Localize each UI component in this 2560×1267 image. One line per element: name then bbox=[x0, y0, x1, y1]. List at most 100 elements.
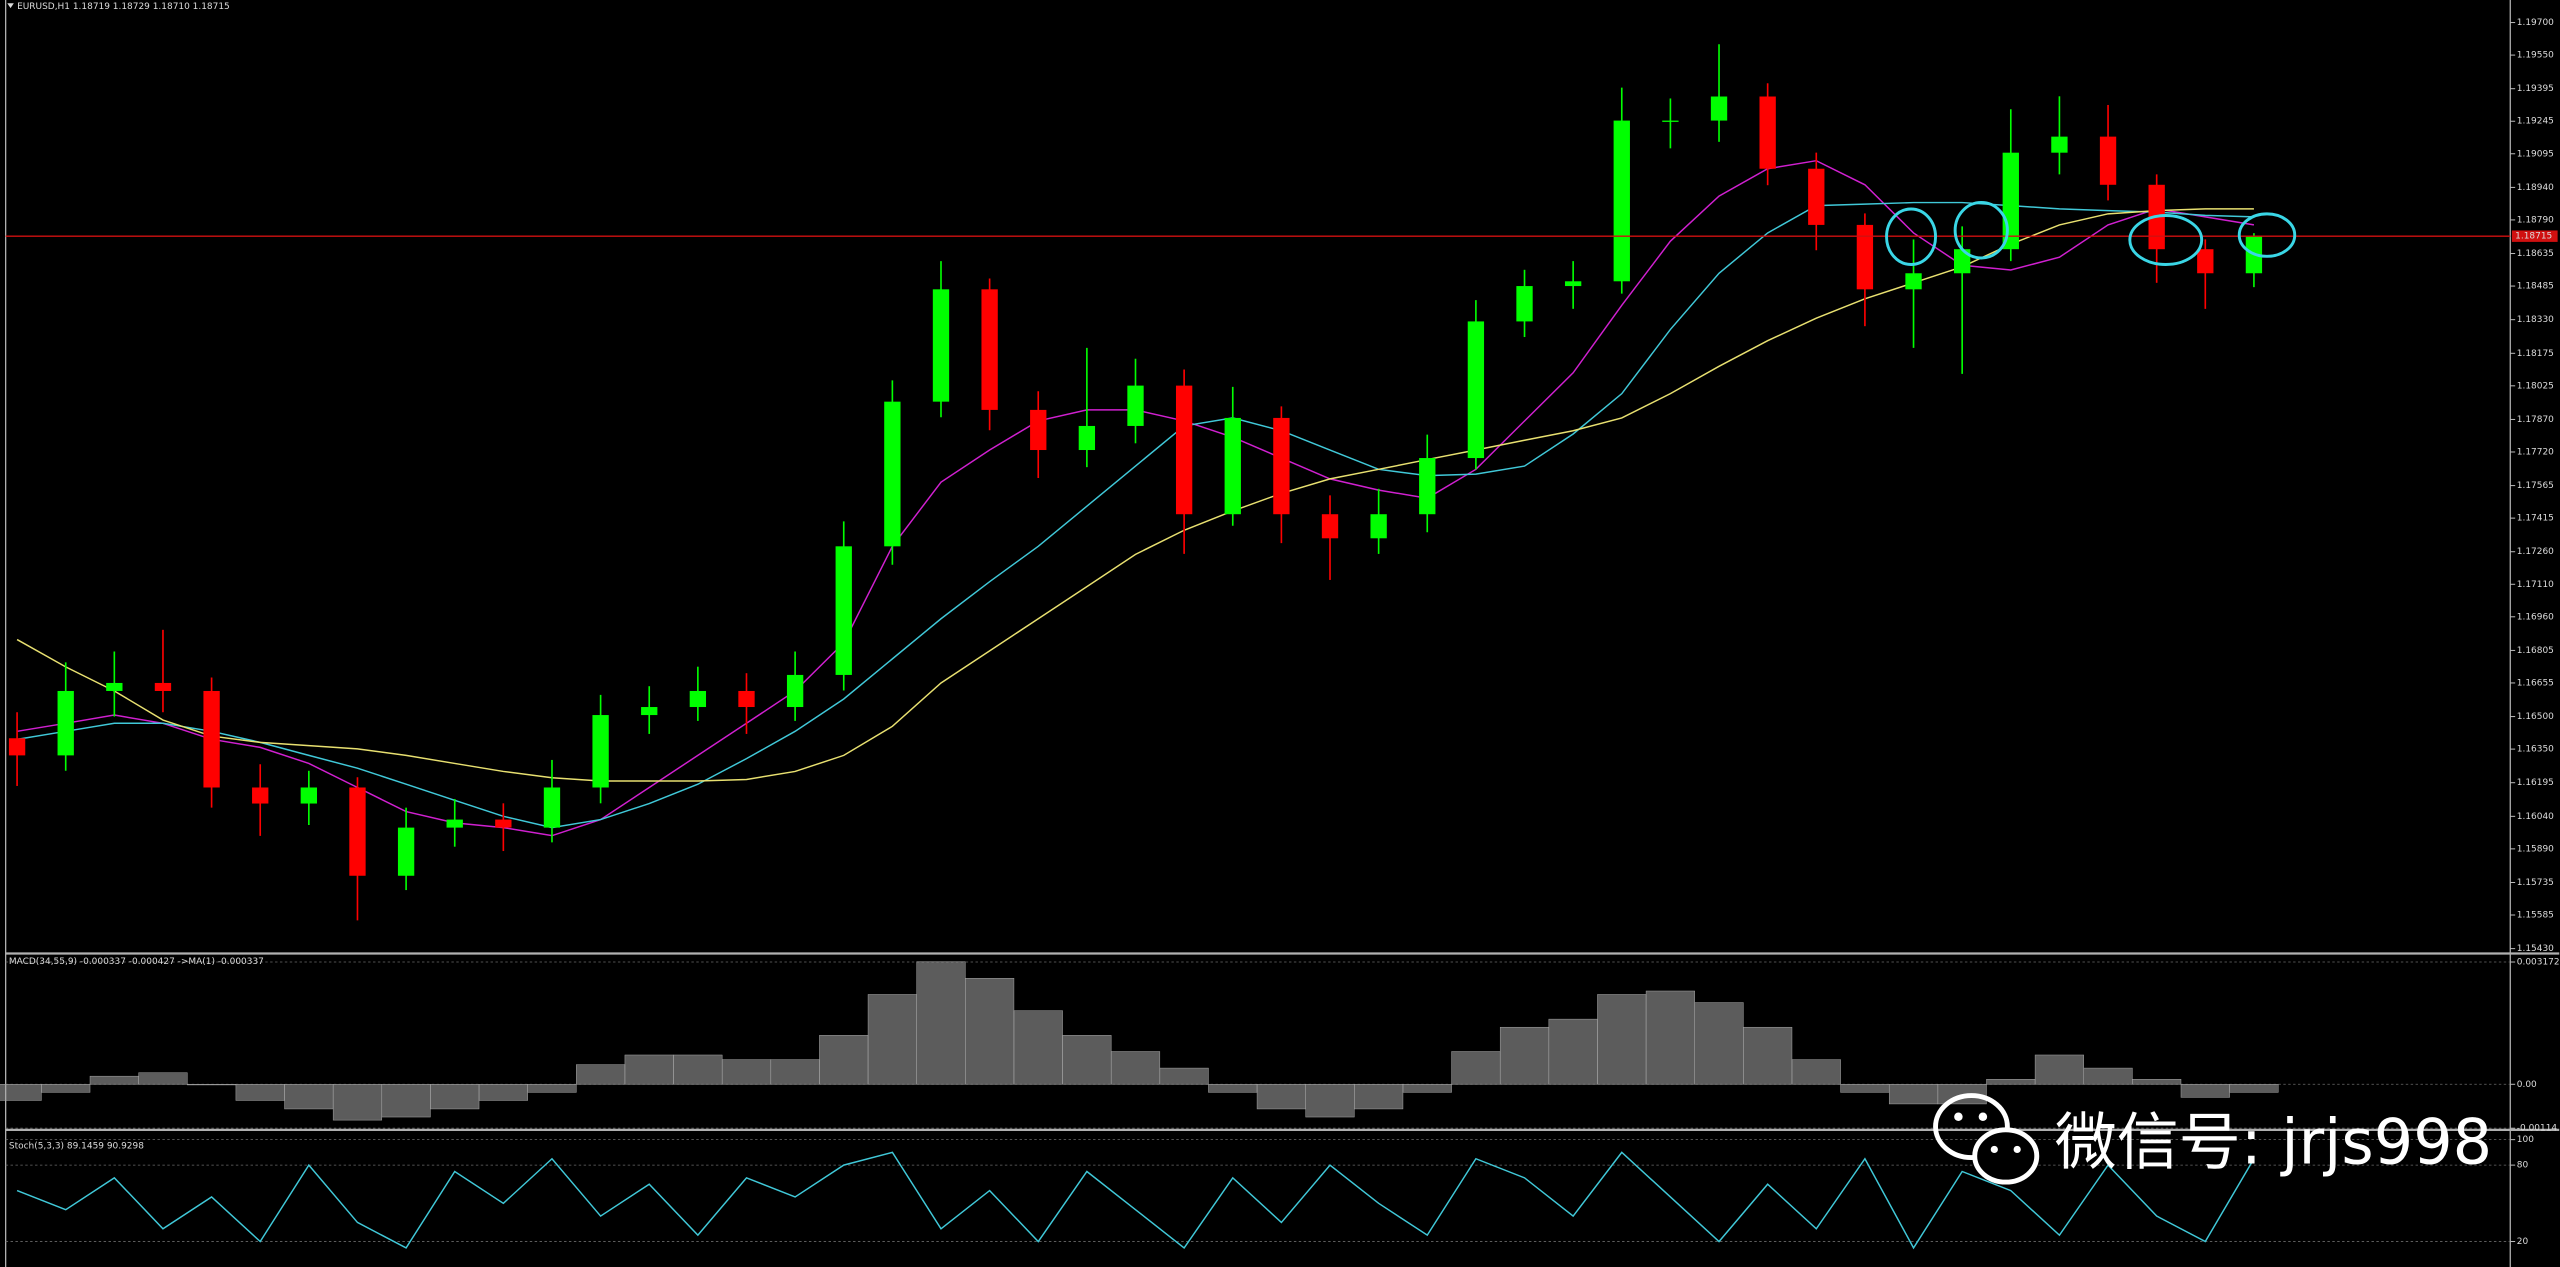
candle-body bbox=[1419, 458, 1436, 515]
y-tick-label: 1.17260 bbox=[2517, 547, 2554, 557]
y-tick-label: 1.16040 bbox=[2517, 812, 2554, 822]
y-tick-label: 1.19095 bbox=[2517, 149, 2554, 159]
macd-bar bbox=[332, 1084, 383, 1121]
y-tick-label: 1.16960 bbox=[2517, 612, 2554, 622]
candle-body bbox=[543, 787, 561, 828]
y-tick-label: 0.00 bbox=[2517, 1080, 2537, 1090]
y-tick-label: 1.17565 bbox=[2517, 481, 2554, 491]
candle-body bbox=[1127, 385, 1144, 426]
candle-body bbox=[1905, 273, 1922, 290]
macd-bar bbox=[187, 1084, 237, 1086]
collapse-icon[interactable] bbox=[7, 3, 14, 9]
macd-bar bbox=[1499, 1026, 1550, 1085]
macd-bar bbox=[1256, 1084, 1306, 1110]
candle-body bbox=[349, 787, 366, 876]
candle-body bbox=[203, 690, 220, 788]
macd-bar bbox=[478, 1084, 528, 1101]
macd-bar bbox=[41, 1084, 91, 1093]
candle-body bbox=[2051, 136, 2068, 153]
y-tick-label: 1.16350 bbox=[2517, 745, 2554, 755]
y-tick-label: 1.18790 bbox=[2517, 215, 2554, 225]
y-tick-label: 1.18940 bbox=[2517, 183, 2554, 193]
candle-body bbox=[1710, 96, 1728, 121]
candle-body bbox=[932, 289, 950, 402]
macd-bar bbox=[1451, 1051, 1501, 1085]
y-tick-label: 1.19245 bbox=[2517, 117, 2554, 127]
y-tick-label: 1.16195 bbox=[2517, 778, 2554, 788]
candle-body bbox=[981, 289, 998, 410]
macd-bar bbox=[819, 1035, 869, 1085]
candle-body bbox=[641, 707, 658, 716]
candle-body bbox=[738, 690, 755, 708]
candle-body bbox=[2099, 136, 2117, 185]
macd-bar bbox=[1548, 1018, 1598, 1085]
macd-bar bbox=[1597, 994, 1647, 1085]
candle-body bbox=[1078, 425, 1096, 451]
candle-body bbox=[786, 674, 804, 708]
y-tick-label: 1.17110 bbox=[2517, 580, 2554, 590]
highlight-ring bbox=[2237, 212, 2297, 258]
macd-bar bbox=[0, 1084, 42, 1101]
highlight-ring bbox=[2128, 214, 2204, 266]
y-tick-label: 1.15585 bbox=[2517, 911, 2554, 921]
macd-bar bbox=[1840, 1084, 1890, 1093]
y-tick-label: 1.18330 bbox=[2517, 315, 2554, 325]
y-tick-label: 100 bbox=[2517, 1135, 2534, 1145]
y-tick-label: 1.15890 bbox=[2517, 844, 2554, 854]
macd-bar bbox=[2180, 1084, 2230, 1098]
candle-body bbox=[446, 819, 463, 828]
y-tick-label: 1.15735 bbox=[2517, 878, 2554, 888]
candle-body bbox=[495, 819, 512, 828]
y-tick-label: 1.19550 bbox=[2517, 51, 2554, 61]
macd-bar bbox=[1986, 1079, 2036, 1085]
candle-body bbox=[835, 546, 852, 675]
candle-body bbox=[689, 690, 707, 708]
y-tick-label: 1.15430 bbox=[2517, 944, 2554, 954]
candle-body bbox=[2002, 152, 2019, 250]
highlight-ring bbox=[1885, 207, 1938, 266]
candle-body bbox=[1808, 168, 1825, 225]
macd-bar bbox=[1354, 1084, 1404, 1110]
candle-body bbox=[300, 787, 318, 804]
panel-title: EURUSD,H1 1.18719 1.18729 1.18710 1.1871… bbox=[17, 2, 230, 12]
y-tick-label: 1.17720 bbox=[2517, 447, 2554, 457]
candle-body bbox=[1662, 120, 1679, 122]
macd-bar bbox=[1791, 1059, 1841, 1085]
macd-bar bbox=[381, 1084, 431, 1118]
watermark: 微信号: jrjs998 bbox=[2055, 1105, 2492, 1178]
y-tick-label: 1.18025 bbox=[2517, 381, 2554, 391]
macd-bar bbox=[284, 1084, 334, 1110]
y-tick-label: 1.19395 bbox=[2517, 84, 2554, 94]
y-tick-label: 0.003172 bbox=[2517, 958, 2560, 968]
macd-bar bbox=[673, 1054, 723, 1085]
y-tick-label: 1.18175 bbox=[2517, 349, 2554, 359]
candle-body bbox=[57, 690, 74, 756]
candle-body bbox=[1030, 409, 1047, 451]
candle-body bbox=[2197, 249, 2214, 274]
moving-average bbox=[16, 208, 2254, 782]
macd-bar bbox=[2034, 1054, 2084, 1085]
macd-bar bbox=[527, 1084, 577, 1093]
macd-bar bbox=[1013, 1010, 1063, 1085]
y-tick-label: 1.16500 bbox=[2517, 712, 2554, 722]
moving-average bbox=[16, 201, 2254, 829]
macd-bar bbox=[1645, 990, 1695, 1085]
macd-bar bbox=[576, 1064, 626, 1085]
macd-bar bbox=[1694, 1002, 1744, 1085]
macd-bar bbox=[235, 1084, 285, 1101]
candle-body bbox=[1613, 120, 1630, 282]
wechat-icon bbox=[1933, 1093, 2040, 1185]
macd-bar bbox=[1208, 1084, 1258, 1093]
y-tick-label: 80 bbox=[2517, 1161, 2529, 1171]
candle-body bbox=[397, 827, 415, 876]
candle-body bbox=[1856, 224, 1874, 290]
y-tick-label: 1.17415 bbox=[2517, 514, 2554, 524]
y-tick-label: 1.17870 bbox=[2517, 415, 2554, 425]
highlight-ring bbox=[1953, 200, 2009, 260]
y-tick-label: 1.18485 bbox=[2517, 282, 2554, 292]
y-tick-label: 20 bbox=[2517, 1237, 2529, 1247]
macd-bar bbox=[1888, 1084, 1939, 1105]
y-tick-label: -0.00114 bbox=[2517, 1124, 2558, 1134]
candle-body bbox=[8, 738, 26, 756]
